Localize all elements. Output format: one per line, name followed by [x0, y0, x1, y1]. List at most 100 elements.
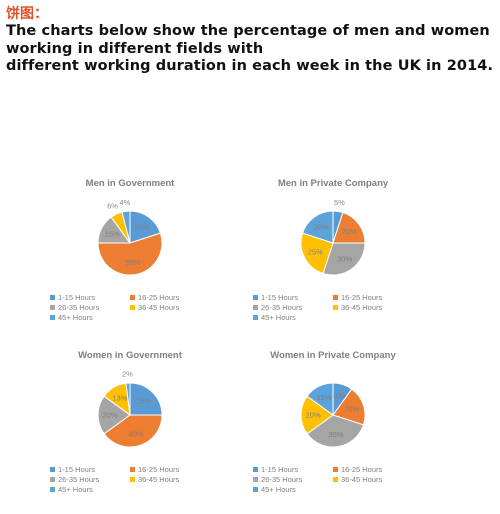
legend-label: 26-35 Hours — [58, 475, 100, 484]
chart-title: Women in Government — [78, 350, 182, 361]
heading-text: The charts below show the percentage of … — [6, 23, 496, 76]
pie-slice — [125, 382, 131, 416]
legend-label: 45+ Hours — [261, 313, 296, 322]
legend-swatch — [130, 305, 135, 310]
legend-label: 26-35 Hours — [58, 303, 100, 312]
legend-label: 45+ Hours — [261, 485, 296, 494]
header: 饼图： The charts below show the percentage… — [6, 6, 496, 76]
legend-swatch — [253, 487, 258, 492]
data-label: 6% — [107, 201, 118, 210]
pie-svg: 5% 20% 30% 25% 20% — [300, 198, 366, 276]
heading-line: The charts below show the percentage of … — [6, 23, 490, 39]
legend-swatch — [130, 467, 135, 472]
data-label: 15% — [105, 229, 120, 238]
legend-swatch — [253, 295, 258, 300]
pie-slice — [332, 388, 366, 426]
data-label: 40% — [129, 429, 144, 438]
data-label: 13% — [112, 393, 127, 402]
pie-slice — [306, 414, 365, 448]
pie-slice — [129, 382, 163, 416]
legend-item: 36-45 Hours — [130, 475, 179, 484]
legend-swatch — [50, 315, 55, 320]
legend-label: 1-15 Hours — [261, 293, 299, 302]
legend-label: 16-25 Hours — [341, 293, 383, 302]
legend-label: 36-45 Hours — [341, 303, 383, 312]
legend-swatch — [253, 467, 258, 472]
legend-item: 1-15 Hours — [50, 293, 95, 302]
data-label: 30% — [337, 255, 352, 264]
legend-item: 26-35 Hours — [253, 475, 302, 484]
legend-label: 36-45 Hours — [138, 475, 180, 484]
pie-chart-women-private-company: Women in Private Company 10% 20% 35% 20% 15%… — [223, 350, 443, 500]
legend-label: 26-35 Hours — [261, 475, 303, 484]
data-label: 25% — [137, 396, 152, 405]
pie-chart-men-government: Men in Government 20% 55% 15% 6% 4% 1-15 Hou… — [20, 178, 240, 328]
legend-item: 36-45 Hours — [130, 303, 179, 312]
data-label: 4% — [119, 198, 130, 207]
pie-slice — [306, 382, 334, 416]
pie-chart-men-private-company: Men in Private Company 5% 20% 30% 25% 20% 1-… — [223, 178, 443, 328]
chart-title: Men in Private Company — [277, 178, 389, 189]
data-label: 20% — [306, 411, 321, 420]
legend-item: 45+ Hours — [50, 313, 93, 322]
legend-swatch — [50, 305, 55, 310]
legend-item: 36-45 Hours — [333, 475, 382, 484]
legend-swatch — [253, 315, 258, 320]
pie-slice — [300, 395, 334, 435]
legend-item: 16-25 Hours — [130, 465, 179, 474]
legend-swatch — [50, 467, 55, 472]
pie-slice — [129, 210, 162, 244]
data-label: 20% — [314, 222, 329, 231]
chart-title: Women in Private Company — [270, 350, 396, 361]
data-label: 15% — [316, 393, 331, 402]
heading-tag: 饼图： — [6, 6, 48, 22]
data-label: 5% — [334, 198, 345, 207]
data-label: 20% — [103, 411, 118, 420]
data-label: 20% — [134, 222, 149, 231]
pie-slice — [332, 211, 366, 244]
legend-label: 16-25 Hours — [138, 293, 180, 302]
data-label: 25% — [308, 248, 323, 257]
pie-slice — [322, 242, 366, 276]
data-label: 35% — [329, 430, 344, 439]
legend-swatch — [253, 477, 258, 482]
legend-label: 16-25 Hours — [138, 465, 180, 474]
legend-item: 26-35 Hours — [50, 303, 99, 312]
legend-item: 1-15 Hours — [253, 293, 298, 302]
legend-item: 16-25 Hours — [130, 293, 179, 302]
legend-swatch — [333, 305, 338, 310]
legend-swatch — [333, 295, 338, 300]
data-label: 55% — [126, 258, 141, 267]
legend-label: 16-25 Hours — [341, 465, 383, 474]
pie-slice — [103, 414, 163, 448]
legend-item: 45+ Hours — [50, 485, 93, 494]
legend-label: 36-45 Hours — [341, 475, 383, 484]
data-label: 20% — [344, 404, 359, 413]
pie-slice — [121, 210, 131, 244]
legend-label: 45+ Hours — [58, 313, 93, 322]
legend-swatch — [50, 295, 55, 300]
pie-slice — [97, 395, 131, 435]
heading-line: working in different fields with — [6, 40, 264, 57]
legend-label: 36-45 Hours — [138, 303, 180, 312]
legend-label: 26-35 Hours — [261, 303, 303, 312]
legend-item: 16-25 Hours — [333, 465, 382, 474]
pie-svg: 10% 20% 35% 20% 15% — [300, 382, 366, 448]
legend-swatch — [130, 477, 135, 482]
legend-label: 1-15 Hours — [58, 465, 96, 474]
pie-slice — [301, 210, 334, 244]
legend-swatch — [130, 295, 135, 300]
legend-item: 36-45 Hours — [333, 303, 382, 312]
heading-line: different working duration in each week … — [6, 58, 494, 74]
pie-slice — [300, 232, 334, 275]
legend-swatch — [50, 487, 55, 492]
legend-label: 1-15 Hours — [261, 465, 299, 474]
legend-swatch — [50, 477, 55, 482]
legend-item: 1-15 Hours — [253, 465, 298, 474]
legend-swatch — [333, 477, 338, 482]
legend-label: 45+ Hours — [58, 485, 93, 494]
data-label: 10% — [332, 392, 347, 401]
legend-item: 45+ Hours — [253, 485, 296, 494]
pie-svg: 25% 40% 20% 13% 2% — [97, 370, 163, 448]
data-label: 2% — [122, 370, 133, 379]
